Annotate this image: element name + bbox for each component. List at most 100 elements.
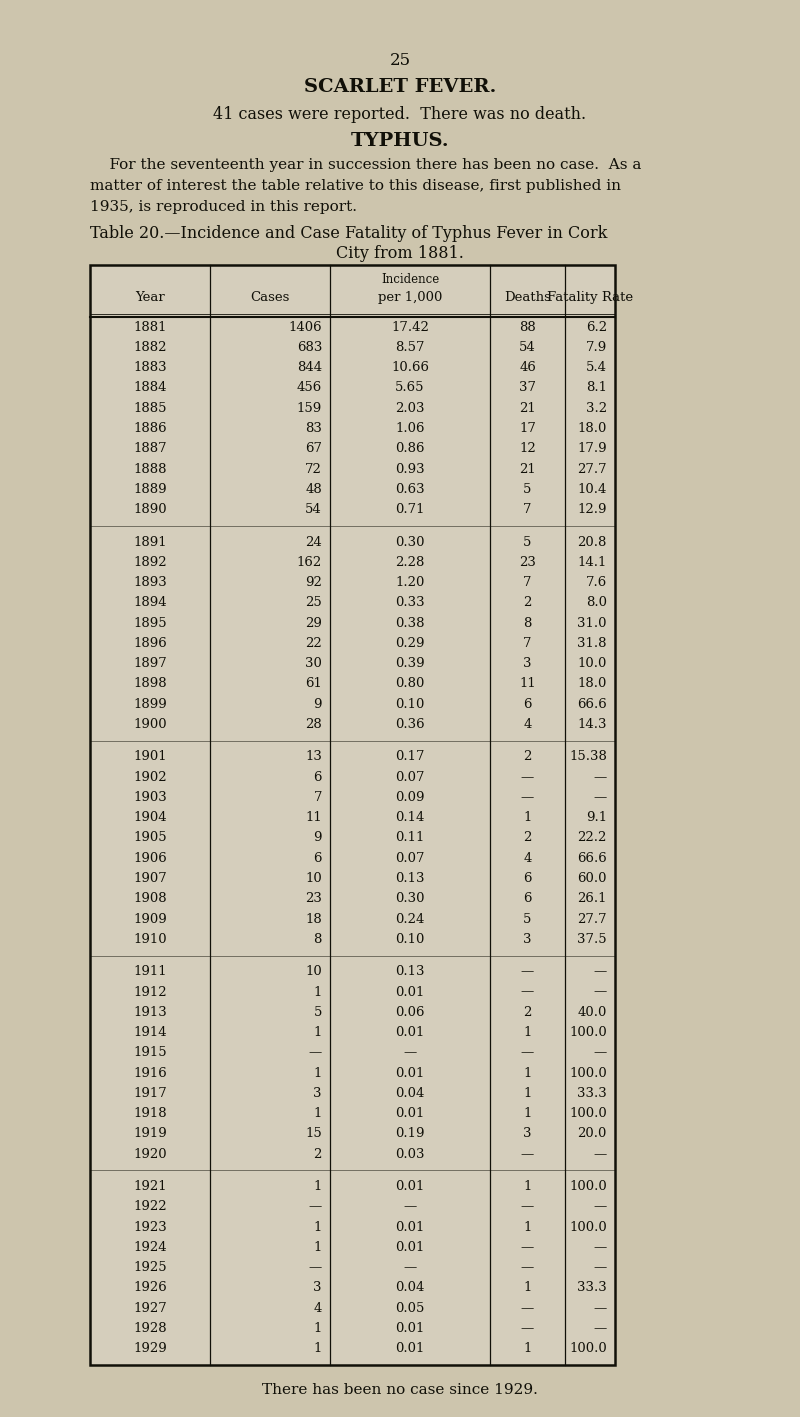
Text: 1: 1 <box>523 1220 532 1234</box>
Text: 0.13: 0.13 <box>395 965 425 978</box>
Text: 2: 2 <box>523 597 532 609</box>
Text: 20.8: 20.8 <box>578 536 607 548</box>
Text: 0.10: 0.10 <box>395 697 425 711</box>
Text: 3: 3 <box>523 657 532 670</box>
Text: 1888: 1888 <box>134 462 166 476</box>
Text: 0.01: 0.01 <box>395 1180 425 1193</box>
Text: 0.06: 0.06 <box>395 1006 425 1019</box>
Text: 1913: 1913 <box>133 1006 167 1019</box>
Text: 3: 3 <box>314 1087 322 1100</box>
Text: —: — <box>521 771 534 784</box>
Text: 1904: 1904 <box>133 811 167 825</box>
Text: City from 1881.: City from 1881. <box>336 245 464 262</box>
Text: 1909: 1909 <box>133 913 167 925</box>
Text: 18.0: 18.0 <box>578 677 607 690</box>
Text: 1: 1 <box>523 1281 532 1295</box>
Text: 1901: 1901 <box>133 751 167 764</box>
Text: 1899: 1899 <box>133 697 167 711</box>
Text: 1914: 1914 <box>133 1026 167 1039</box>
Text: 27.7: 27.7 <box>578 913 607 925</box>
Text: 1.06: 1.06 <box>395 422 425 435</box>
Text: 41 cases were reported.  There was no death.: 41 cases were reported. There was no dea… <box>214 106 586 123</box>
Text: 0.33: 0.33 <box>395 597 425 609</box>
Text: 88: 88 <box>519 320 536 333</box>
Text: —: — <box>521 1322 534 1335</box>
Text: 1885: 1885 <box>134 401 166 415</box>
Text: 1903: 1903 <box>133 791 167 803</box>
Text: 6: 6 <box>523 893 532 905</box>
Text: —: — <box>594 791 607 803</box>
Text: 4: 4 <box>523 718 532 731</box>
Text: 2: 2 <box>523 1006 532 1019</box>
Text: 1: 1 <box>314 1107 322 1121</box>
Text: 1907: 1907 <box>133 871 167 886</box>
Text: 1: 1 <box>314 1180 322 1193</box>
Text: 1935, is reproduced in this report.: 1935, is reproduced in this report. <box>90 200 357 214</box>
Text: 1: 1 <box>523 1107 532 1121</box>
Text: 9: 9 <box>314 832 322 845</box>
Text: 1.20: 1.20 <box>395 577 425 589</box>
Text: 0.80: 0.80 <box>395 677 425 690</box>
Text: 7: 7 <box>314 791 322 803</box>
Text: There has been no case since 1929.: There has been no case since 1929. <box>262 1383 538 1397</box>
Text: 1: 1 <box>523 1180 532 1193</box>
Text: —: — <box>403 1200 417 1213</box>
Text: 2: 2 <box>523 832 532 845</box>
Text: 9: 9 <box>314 697 322 711</box>
Text: 12: 12 <box>519 442 536 455</box>
Text: 15: 15 <box>306 1128 322 1141</box>
Text: 0.19: 0.19 <box>395 1128 425 1141</box>
Text: —: — <box>594 1046 607 1060</box>
Text: 1886: 1886 <box>133 422 167 435</box>
Text: 27.7: 27.7 <box>578 462 607 476</box>
Text: 17.9: 17.9 <box>578 442 607 455</box>
Text: —: — <box>403 1046 417 1060</box>
Text: 28: 28 <box>306 718 322 731</box>
Text: 1925: 1925 <box>133 1261 167 1274</box>
Text: 7.6: 7.6 <box>586 577 607 589</box>
Text: 0.01: 0.01 <box>395 1067 425 1080</box>
Text: —: — <box>594 1241 607 1254</box>
Text: 54: 54 <box>306 503 322 516</box>
Text: 0.14: 0.14 <box>395 811 425 825</box>
Text: 18.0: 18.0 <box>578 422 607 435</box>
Text: 8.0: 8.0 <box>586 597 607 609</box>
Text: 67: 67 <box>305 442 322 455</box>
Text: 72: 72 <box>305 462 322 476</box>
Text: 0.39: 0.39 <box>395 657 425 670</box>
Text: 1: 1 <box>523 1342 532 1355</box>
Text: 7: 7 <box>523 503 532 516</box>
Text: 1: 1 <box>314 1322 322 1335</box>
Text: 66.6: 66.6 <box>578 852 607 864</box>
Text: 0.11: 0.11 <box>395 832 425 845</box>
Text: TYPHUS.: TYPHUS. <box>350 132 450 150</box>
Text: 1: 1 <box>314 1067 322 1080</box>
Text: 10.66: 10.66 <box>391 361 429 374</box>
Text: —: — <box>521 1148 534 1161</box>
Text: 1: 1 <box>314 1241 322 1254</box>
Text: 0.13: 0.13 <box>395 871 425 886</box>
Text: 1929: 1929 <box>133 1342 167 1355</box>
Text: 21: 21 <box>519 462 536 476</box>
Text: Incidence: Incidence <box>381 273 439 286</box>
Text: 8.57: 8.57 <box>395 341 425 354</box>
Text: 33.3: 33.3 <box>578 1087 607 1100</box>
Text: 7.9: 7.9 <box>586 341 607 354</box>
Text: 3: 3 <box>523 1128 532 1141</box>
Text: 1918: 1918 <box>133 1107 167 1121</box>
Text: 33.3: 33.3 <box>578 1281 607 1295</box>
Text: 20.0: 20.0 <box>578 1128 607 1141</box>
Text: 1926: 1926 <box>133 1281 167 1295</box>
Text: 13: 13 <box>305 751 322 764</box>
Text: 159: 159 <box>297 401 322 415</box>
Text: 1924: 1924 <box>133 1241 167 1254</box>
Text: —: — <box>521 791 534 803</box>
Text: 3: 3 <box>523 932 532 945</box>
Text: 6: 6 <box>314 771 322 784</box>
Text: 1897: 1897 <box>133 657 167 670</box>
Text: 1923: 1923 <box>133 1220 167 1234</box>
Text: 83: 83 <box>305 422 322 435</box>
Text: 6: 6 <box>314 852 322 864</box>
Text: 3.2: 3.2 <box>586 401 607 415</box>
Text: —: — <box>309 1046 322 1060</box>
